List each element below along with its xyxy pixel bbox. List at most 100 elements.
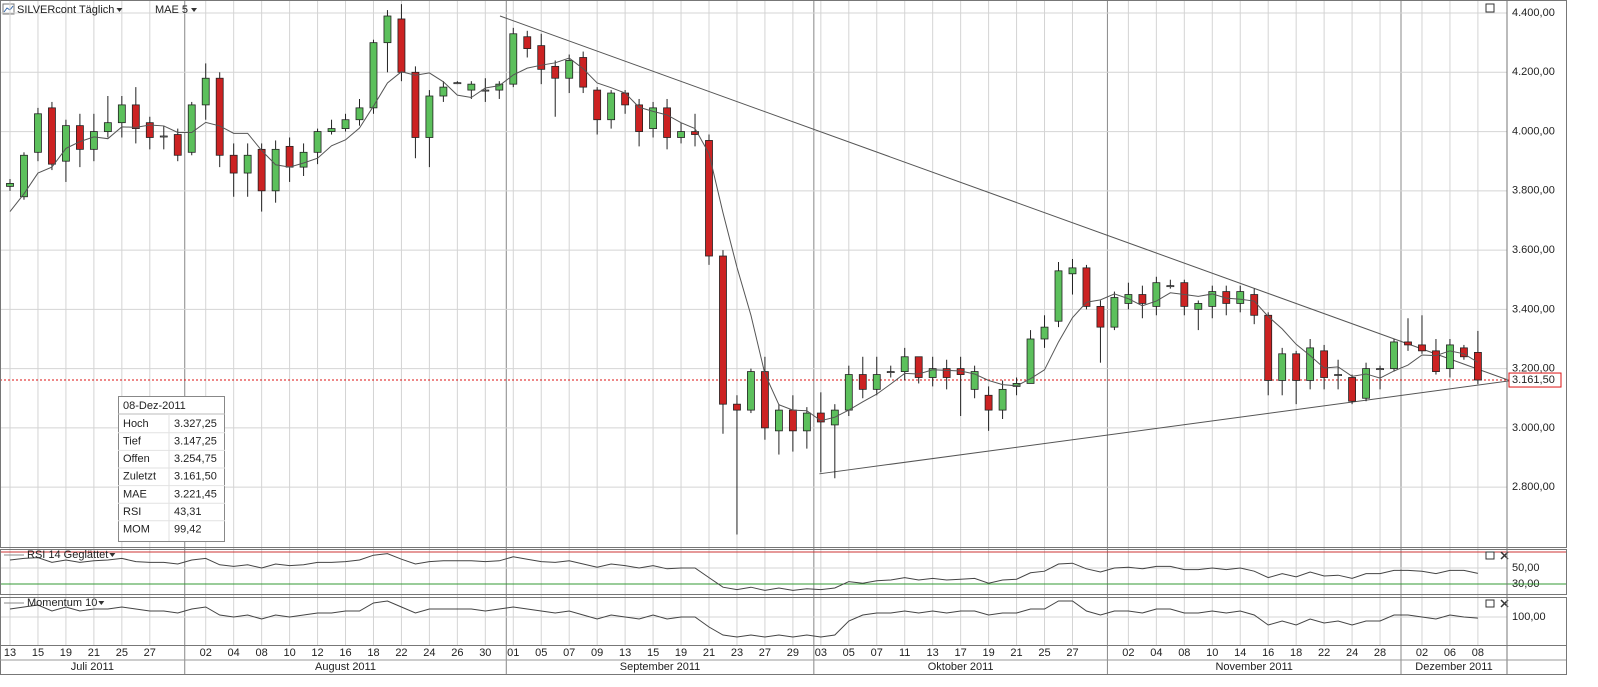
- x-tick-label: 08: [256, 647, 268, 659]
- dropdown-arrow[interactable]: [116, 8, 123, 12]
- info-value: 3.254,75: [174, 453, 217, 465]
- x-tick-label: 13: [4, 647, 16, 659]
- candle-body: [76, 125, 84, 150]
- dropdown-arrow[interactable]: [109, 553, 116, 557]
- candle-body: [1292, 353, 1301, 381]
- info-value: 3.327,25: [174, 418, 217, 430]
- candle-body: [844, 374, 853, 411]
- panel-frame: [0, 0, 1567, 548]
- chart-title[interactable]: SILVERcont Täglich: [17, 4, 114, 16]
- y-tick-label: 2.800,00: [1512, 481, 1555, 493]
- x-tick-label: 21: [88, 647, 100, 659]
- info-value: 3.147,25: [174, 436, 217, 448]
- x-tick-label: 24: [1346, 647, 1358, 659]
- candle-body: [649, 107, 657, 130]
- panel-maximize[interactable]: [1485, 551, 1495, 560]
- x-tick-label: 11: [899, 647, 910, 659]
- last-price-box: [1508, 372, 1562, 388]
- candle-body: [1152, 282, 1161, 307]
- candle-body: [1474, 351, 1482, 381]
- candle-body: [970, 371, 979, 390]
- panel-title[interactable]: Momentum 10: [27, 597, 97, 609]
- x-tick-label: 08: [1472, 647, 1484, 659]
- info-label: RSI: [123, 506, 141, 518]
- dropdown-arrow[interactable]: [98, 601, 105, 605]
- candle-body: [229, 154, 238, 174]
- info-label: Hoch: [123, 418, 149, 430]
- x-tick-label: 10: [1206, 647, 1218, 659]
- dropdown-arrow[interactable]: [191, 8, 198, 12]
- candle-body: [705, 140, 713, 257]
- candle-body: [355, 107, 364, 121]
- candle-body: [1012, 383, 1021, 387]
- candle-body: [383, 15, 392, 44]
- candle-body: [677, 131, 685, 138]
- candle-body: [453, 82, 462, 85]
- panel-maximize[interactable]: [1485, 3, 1495, 13]
- x-tick-label: 25: [116, 647, 128, 659]
- x-tick-label: 09: [591, 647, 603, 659]
- x-tick-label: 04: [1150, 647, 1162, 659]
- candle-body: [6, 183, 14, 187]
- candle-body: [201, 77, 210, 106]
- info-label: Tief: [123, 436, 142, 448]
- x-tick-label: 04: [228, 647, 240, 659]
- candle-body: [215, 77, 224, 156]
- candle-body: [509, 33, 518, 85]
- candle-body: [327, 128, 336, 132]
- candle-body: [20, 154, 28, 198]
- candle-body: [663, 107, 671, 138]
- candle-body: [607, 92, 616, 121]
- candle-body: [565, 60, 574, 79]
- candle-body: [1334, 374, 1342, 376]
- candle-body: [593, 89, 602, 121]
- x-tick-label: 15: [647, 647, 659, 659]
- candle-body: [1040, 326, 1049, 340]
- month-label: August 2011: [315, 661, 376, 673]
- month-label: Dezember 2011: [1415, 661, 1492, 673]
- candle-body: [1068, 267, 1077, 275]
- y-tick-label: 100,00: [1512, 611, 1546, 623]
- x-tick-label: 05: [843, 647, 855, 659]
- candle-body: [719, 255, 727, 405]
- candle-body: [523, 36, 532, 49]
- candle-body: [299, 151, 308, 168]
- candle-body: [1208, 291, 1217, 307]
- x-tick-label: 18: [367, 647, 379, 659]
- candle-body: [1460, 347, 1468, 358]
- candle-body: [635, 104, 643, 132]
- candle-body: [816, 412, 825, 423]
- indicator-name[interactable]: MAE 5: [155, 4, 188, 16]
- candle-body: [621, 92, 630, 106]
- panel-maximize[interactable]: [1485, 599, 1495, 608]
- x-tick-label: 02: [1416, 647, 1428, 659]
- x-tick-label: 18: [1290, 647, 1302, 659]
- candle-body: [1026, 338, 1035, 384]
- x-tick-label: 12: [311, 647, 323, 659]
- last-price-label: 3.161,50: [1512, 374, 1555, 386]
- candle-body: [411, 71, 420, 138]
- panel-title[interactable]: RSI 14 Geglättet: [27, 549, 108, 561]
- month-label: September 2011: [620, 661, 701, 673]
- candle-body: [145, 122, 154, 138]
- candle-body: [159, 135, 168, 138]
- candle-body: [942, 368, 951, 378]
- y-tick-label: 4.200,00: [1512, 66, 1555, 78]
- x-tick-label: 21: [1010, 647, 1022, 659]
- candle-body: [900, 356, 909, 372]
- x-tick-label: 30: [479, 647, 491, 659]
- candle-body: [928, 368, 937, 378]
- candle-body: [173, 134, 182, 156]
- candle-body: [733, 403, 741, 411]
- candle-body: [1250, 294, 1259, 316]
- x-tick-label: 03: [815, 647, 827, 659]
- mae-line: [9, 57, 1479, 422]
- x-tick-label: 27: [759, 647, 771, 659]
- candle-body: [313, 131, 322, 153]
- candle-body: [1432, 350, 1440, 372]
- candle-body: [48, 107, 56, 165]
- candle-body: [341, 119, 350, 130]
- candle-body: [788, 409, 797, 432]
- candle-body: [1362, 368, 1370, 399]
